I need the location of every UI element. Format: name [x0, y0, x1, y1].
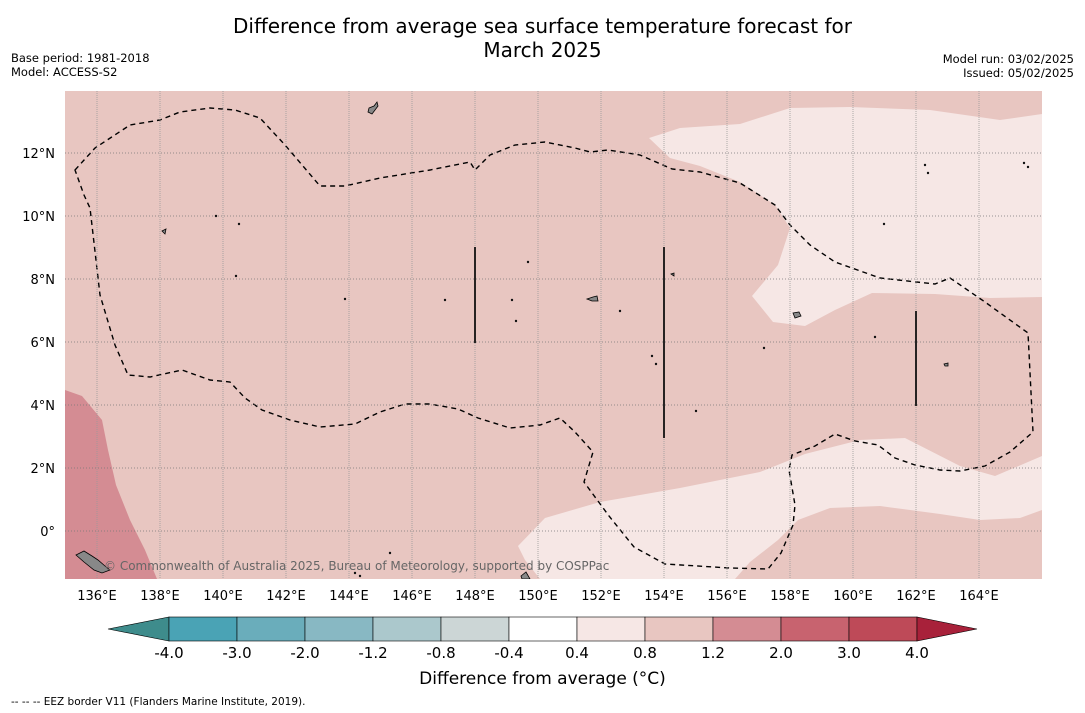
model-name: Model: ACCESS-S2 [11, 65, 118, 79]
colorbar-segment [372, 616, 442, 642]
title-line-1: Difference from average sea surface temp… [232, 14, 852, 38]
lon-label: 162°E [896, 589, 936, 604]
colorbar-tick-label: -1.2 [358, 644, 387, 662]
lon-label: 156°E [707, 589, 747, 604]
colorbar-segment [848, 616, 918, 642]
lon-label: 158°E [770, 589, 810, 604]
colorbar-tick-labels: -4.0 -3.0 -2.0 -1.2 -0.8 -0.4 0.4 0.8 1.2 2.0 3.0 4… [154, 644, 929, 662]
longitude-labels: 136°E 138°E 140°E 142°E 144°E 146°E 148°E 150°E… [77, 589, 999, 604]
eez-solid-segments [474, 247, 917, 438]
latitude-grid [65, 152, 1042, 532]
base-period: Base period: 1981-2018 [11, 51, 150, 65]
colorbar-segment [644, 616, 714, 642]
lon-label: 144°E [329, 589, 369, 604]
lon-label: 150°E [518, 589, 558, 604]
island-small-1 [670, 272, 675, 277]
lon-label: 142°E [266, 589, 306, 604]
model-run: Model run: 03/02/2025 [942, 52, 1074, 66]
longitude-grid [96, 91, 980, 579]
lat-label: 6°N [31, 336, 56, 351]
issued-date: Issued: 05/02/2025 [963, 66, 1074, 80]
island-chuuk [585, 295, 599, 302]
colorbar-tick-label: -0.8 [426, 644, 455, 662]
colorbar-segment [712, 616, 782, 642]
colorbar-tick-label: 1.2 [701, 644, 725, 662]
colorbar-tick-label: 0.8 [633, 644, 657, 662]
colorbar-tick-label: 4.0 [905, 644, 929, 662]
colorbar-tick-label: 0.4 [565, 644, 589, 662]
lat-label: 4°N [31, 399, 56, 414]
lon-label: 160°E [833, 589, 873, 604]
colorbar-segment [168, 616, 238, 642]
island-png [75, 550, 111, 574]
meta-left: Base period: 1981-2018 Model: ACCESS-S2 [11, 51, 150, 79]
colorbar-segment [304, 616, 374, 642]
lon-label: 164°E [959, 589, 999, 604]
lon-label: 148°E [455, 589, 495, 604]
colorbar-segment [236, 616, 306, 642]
colorbar-segment [440, 616, 510, 642]
colorbar-title: Difference from average (°C) [419, 669, 666, 689]
colorbar-tick-label: 3.0 [837, 644, 861, 662]
eez-border [74, 107, 1034, 570]
credit-text: © Commonwealth of Australia 2025, Bureau… [104, 559, 609, 573]
islands [75, 101, 1030, 579]
map-title: Difference from average sea surface temp… [0, 14, 1085, 62]
lon-label: 154°E [644, 589, 684, 604]
lat-label: 10°N [22, 210, 55, 225]
colorbar-tick-label: -4.0 [154, 644, 183, 662]
meta-right: Model run: 03/02/2025 Issued: 05/02/2025 [943, 52, 1074, 80]
colorbar-tick-label: 2.0 [769, 644, 793, 662]
lon-label: 146°E [392, 589, 432, 604]
lat-label: 12°N [22, 147, 55, 162]
lat-label: 2°N [31, 462, 56, 477]
island-west [161, 228, 167, 235]
island-north [367, 101, 379, 115]
lon-label: 152°E [581, 589, 621, 604]
colorbar-under-arrow [107, 616, 170, 642]
lon-label: 138°E [140, 589, 180, 604]
lon-label: 136°E [77, 589, 117, 604]
anomaly-low-region-northeast [649, 107, 1042, 326]
island-kosrae [943, 362, 949, 367]
colorbar-tick-label: -3.0 [222, 644, 251, 662]
island-png-2 [520, 571, 531, 579]
island-pohnpei [792, 311, 802, 319]
anomaly-high-region [65, 390, 157, 579]
map-plot-area: © Commonwealth of Australia 2025, Bureau… [65, 91, 1042, 579]
colorbar-over-arrow [916, 616, 978, 642]
anomaly-low-region-south [518, 438, 1042, 579]
eez-legend-note: -- -- -- EEZ border V11 (Flanders Marine… [11, 696, 306, 708]
lat-label: 8°N [31, 273, 56, 288]
lat-label: 0° [40, 525, 55, 540]
colorbar-tick-label: -0.4 [494, 644, 523, 662]
lon-label: 140°E [203, 589, 243, 604]
latitude-labels: 12°N 10°N 8°N 6°N 4°N 2°N 0° [22, 147, 55, 540]
colorbar-tick-label: -2.0 [290, 644, 319, 662]
colorbar-segment [576, 616, 646, 642]
title-line-2: March 2025 [483, 38, 602, 62]
colorbar [107, 616, 978, 642]
colorbar-segment [508, 616, 578, 642]
colorbar-segment [780, 616, 850, 642]
